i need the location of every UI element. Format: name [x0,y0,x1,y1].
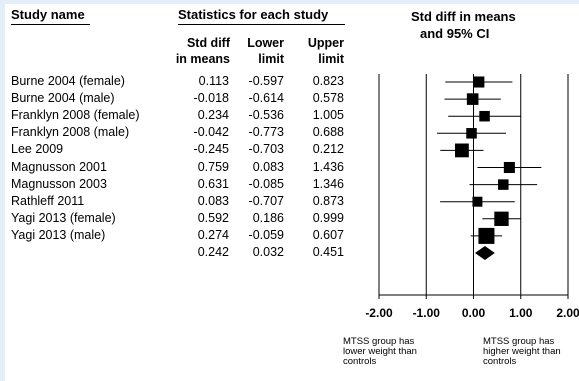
note-right-line1: MTSS group has [483,336,555,347]
estimate-square-9 [478,227,495,244]
study-name-7: Rathleff 2011 [11,193,85,208]
smd-value-7: 0.083 [197,193,229,208]
lower-value-6: -0.085 [248,176,284,191]
smd-value-8: 0.592 [197,210,229,225]
study-name-0: Burne 2004 (female) [11,74,125,88]
ci-header-line2: and 95% CI [420,26,490,41]
lower-value-0: -0.597 [248,74,284,88]
study-name-9: Yagi 2013 (male) [11,227,106,242]
study-name-header: Study name [11,7,85,22]
lower-value-4: -0.703 [248,142,284,157]
note-right-line3: controls [483,356,517,367]
forest-plot-panel [5,4,579,381]
study-name-6: Magnusson 2003 [11,176,107,191]
lower-header-line2: limit [258,52,284,66]
x-tick-label-3: 1.00 [509,306,533,320]
smd-value-5: 0.759 [197,159,229,174]
smd-header-line2: in means [175,52,230,66]
x-tick-label-2: 0.00 [462,306,486,320]
note-left: MTSS group has lower weight than control… [343,337,417,367]
x-tick-label-1: -1.00 [413,306,441,320]
smd-value-4: -0.245 [193,142,229,157]
statistics-header: Statistics for each study [178,7,329,22]
upper-value-0: 0.823 [312,74,344,88]
note-left-line3: controls [343,356,377,367]
estimate-square-5 [503,161,515,174]
smd-value-9: 0.274 [197,227,229,242]
upper-value-9: 0.607 [312,227,344,242]
smd-value-2: 0.234 [197,108,229,123]
summary-upper-value: 0.451 [312,245,344,259]
smd-value-1: -0.018 [193,91,229,106]
lower-header-line1: Lower [247,36,284,50]
study-name-3: Franklyn 2008 (male) [11,125,130,140]
lower-value-7: -0.707 [248,193,284,208]
note-left-line1: MTSS group has [343,336,415,347]
lower-value-3: -0.773 [248,125,284,140]
summary-diamond [475,246,495,260]
lower-value-2: -0.536 [248,108,284,123]
estimate-square-4 [455,143,469,158]
estimate-square-8 [494,211,509,226]
statistics-underline [178,24,345,25]
study-name-1: Burne 2004 (male) [11,91,115,106]
summary-lower-value: 0.032 [252,245,284,259]
note-left-line2: lower weight than [343,346,417,357]
upper-value-4: 0.212 [312,142,344,157]
estimate-square-0 [473,76,485,88]
upper-header-line2: limit [318,52,344,66]
smd-header-line1: Std diff [186,36,230,50]
upper-value-2: 1.005 [312,108,344,123]
estimate-square-1 [466,93,479,105]
upper-value-5: 1.436 [312,159,344,174]
upper-value-1: 0.578 [312,91,344,106]
x-tick-label-0: -2.00 [365,306,393,320]
upper-value-6: 1.346 [312,176,344,191]
note-right-line2: higher weight than [483,346,561,357]
x-tick-label-4: 2.00 [556,306,579,320]
summary-smd-value: 0.242 [197,245,229,259]
lower-value-9: -0.059 [248,227,284,242]
estimate-square-7 [472,196,483,207]
note-right: MTSS group has higher weight than contro… [483,337,561,367]
ci-header-line1: Std diff in means [411,9,516,24]
upper-value-7: 0.873 [312,193,344,208]
study-name-underline [11,24,90,25]
estimate-square-2 [479,110,490,122]
smd-value-0: 0.113 [198,74,229,88]
upper-header-line1: Upper [307,36,344,50]
smd-value-6: 0.631 [197,176,229,191]
smd-value-3: -0.042 [193,125,229,140]
estimate-square-6 [498,179,509,190]
study-name-4: Lee 2009 [11,142,64,157]
study-name-5: Magnusson 2001 [11,159,107,174]
lower-value-5: 0.083 [252,159,284,174]
upper-value-3: 0.688 [312,125,344,140]
lower-value-1: -0.614 [248,91,284,106]
estimate-square-3 [466,128,477,139]
study-name-8: Yagi 2013 (female) [11,210,116,225]
study-name-2: Franklyn 2008 (female) [11,108,140,123]
upper-value-8: 0.999 [312,210,344,225]
lower-value-8: 0.186 [252,210,284,225]
